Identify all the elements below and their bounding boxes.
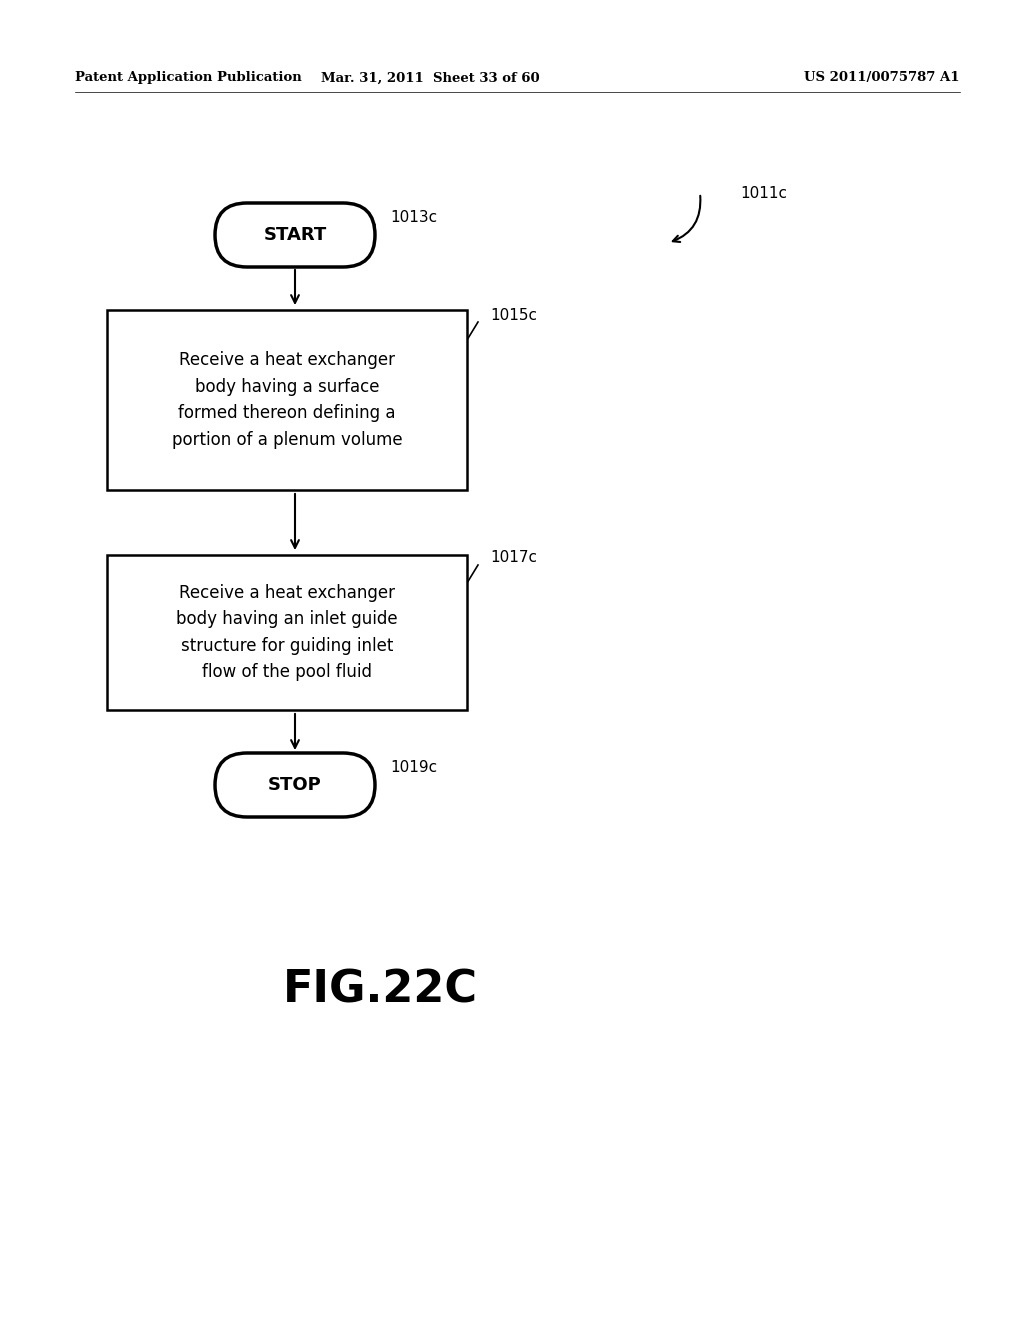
- Text: STOP: STOP: [268, 776, 322, 795]
- Text: 1017c: 1017c: [490, 550, 537, 565]
- Text: Mar. 31, 2011  Sheet 33 of 60: Mar. 31, 2011 Sheet 33 of 60: [321, 71, 540, 84]
- Bar: [106, 554, 467, 710]
- Text: START: START: [263, 226, 327, 244]
- Text: Receive a heat exchanger
body having a surface
formed thereon defining a
portion: Receive a heat exchanger body having a s…: [172, 351, 402, 449]
- Text: US 2011/0075787 A1: US 2011/0075787 A1: [805, 71, 961, 84]
- Text: 1013c: 1013c: [390, 210, 437, 224]
- Bar: [106, 310, 467, 490]
- FancyBboxPatch shape: [215, 203, 375, 267]
- Text: 1011c: 1011c: [740, 186, 787, 201]
- Text: 1019c: 1019c: [390, 760, 437, 776]
- Text: Receive a heat exchanger
body having an inlet guide
structure for guiding inlet
: Receive a heat exchanger body having an …: [176, 583, 397, 681]
- Text: Patent Application Publication: Patent Application Publication: [75, 71, 302, 84]
- FancyArrowPatch shape: [673, 195, 700, 242]
- FancyBboxPatch shape: [215, 752, 375, 817]
- Text: 1015c: 1015c: [490, 308, 537, 322]
- Text: FIG.22C: FIG.22C: [283, 969, 477, 1011]
